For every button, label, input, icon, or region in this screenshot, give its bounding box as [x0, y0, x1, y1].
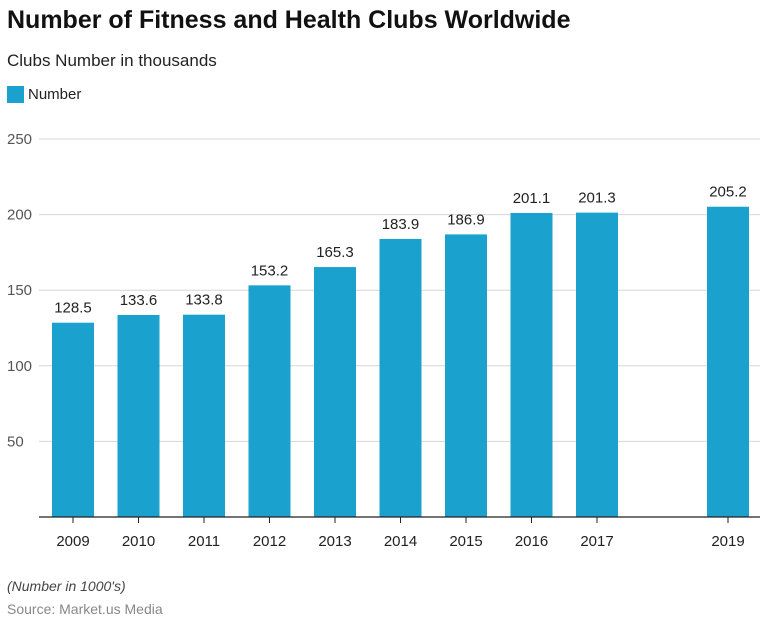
legend: Number [7, 86, 81, 103]
legend-label: Number [28, 86, 82, 103]
x-tick-label: 2009 [56, 533, 89, 550]
x-tick-label: 2012 [253, 533, 286, 550]
bar [248, 285, 291, 517]
bar [52, 322, 94, 517]
x-tick-label: 2016 [515, 533, 548, 550]
chart-note: (Number in 1000's) [7, 578, 126, 594]
chart-source: Source: Market.us Media [7, 601, 163, 617]
legend-swatch [7, 86, 24, 103]
data-label: 205.2 [709, 184, 747, 201]
chart-subtitle: Clubs Number in thousands [7, 51, 217, 70]
bar [707, 206, 749, 517]
data-label: 153.2 [251, 262, 289, 279]
x-tick-label: 2011 [188, 533, 220, 550]
data-label: 128.5 [54, 300, 92, 317]
data-label: 133.6 [120, 292, 158, 309]
x-tick-label: 2010 [122, 533, 155, 550]
x-tick-label: 2015 [449, 533, 482, 550]
bar [510, 212, 553, 517]
y-tick-label: 50 [7, 433, 24, 450]
x-tick-label: 2013 [318, 533, 351, 550]
data-label: 201.1 [513, 190, 551, 207]
chart-title: Number of Fitness and Health Clubs World… [7, 6, 571, 34]
bar [117, 314, 160, 517]
bar [445, 234, 487, 517]
data-label: 183.9 [382, 216, 420, 233]
y-tick-label: 250 [7, 131, 32, 148]
data-label: 165.3 [316, 244, 354, 261]
data-label: 133.8 [185, 292, 223, 309]
y-tick-label: 100 [7, 358, 32, 375]
data-label: 201.3 [578, 190, 616, 207]
bar [183, 314, 225, 517]
x-tick-label: 2019 [711, 533, 744, 550]
data-label: 186.9 [447, 211, 485, 228]
y-tick-label: 200 [7, 207, 32, 224]
x-tick-label: 2014 [384, 533, 417, 550]
bar [576, 212, 618, 517]
y-tick-label: 150 [7, 282, 32, 299]
bar [379, 238, 422, 517]
x-tick-label: 2017 [580, 533, 613, 550]
bar [314, 267, 356, 517]
